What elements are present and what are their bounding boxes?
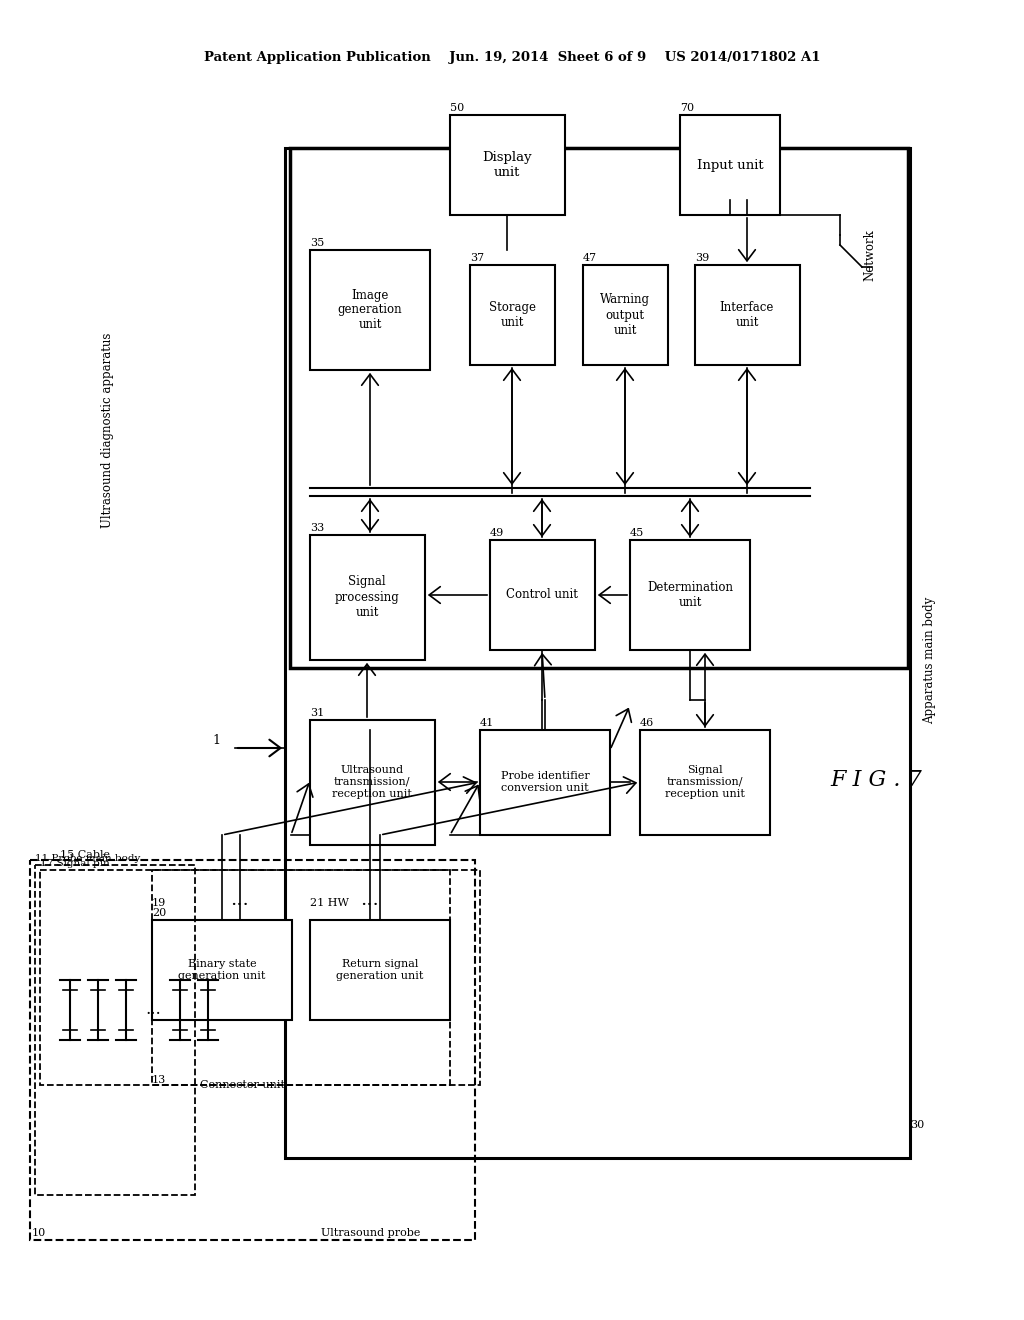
Text: ...: ... [145,1002,161,1019]
Bar [640,730,770,836]
Bar [290,148,908,668]
Text: 1: 1 [212,734,220,747]
Text: Interface
unit: Interface unit [720,301,774,329]
Text: Signal
transmission/
reception unit: Signal transmission/ reception unit [665,766,744,799]
Text: F I G . 7: F I G . 7 [830,770,922,791]
Bar [480,730,610,836]
Text: Network: Network [863,230,877,281]
Bar [152,870,450,1085]
Text: 19: 19 [152,898,166,908]
Text: Ultrasound probe: Ultrasound probe [321,1228,420,1238]
Text: 17 Signal pin: 17 Signal pin [40,859,110,869]
Bar [450,115,565,215]
Text: Connector unit: Connector unit [200,1080,285,1090]
Bar [40,870,480,1085]
Text: Return signal
generation unit: Return signal generation unit [336,960,424,981]
Text: Ultrasound diagnostic apparatus: Ultrasound diagnostic apparatus [101,333,115,528]
Bar [310,719,435,845]
Bar [310,249,430,370]
Text: ...: ... [230,891,250,909]
Text: Binary state
generation unit: Binary state generation unit [178,960,265,981]
Bar [490,540,595,649]
Text: ...: ... [360,891,379,909]
Text: Display
unit: Display unit [482,150,531,180]
Text: 15 Cable: 15 Cable [60,850,110,861]
Bar [310,920,450,1020]
Text: 13: 13 [152,1074,166,1085]
Text: Probe identifier
conversion unit: Probe identifier conversion unit [501,771,590,793]
Text: Warning
output
unit: Warning output unit [600,293,650,337]
Text: 50: 50 [450,103,464,114]
Text: Ultrasound
transmission/
reception unit: Ultrasound transmission/ reception unit [332,766,412,799]
Bar [695,265,800,366]
Text: 39: 39 [695,253,710,263]
Bar [30,861,475,1239]
Text: 35: 35 [310,238,325,248]
Text: Apparatus main body: Apparatus main body [924,597,937,723]
Text: 10: 10 [32,1228,46,1238]
Text: Image
generation
unit: Image generation unit [338,289,402,331]
Bar [285,148,910,1158]
Bar [630,540,750,649]
Text: 20: 20 [152,908,166,917]
Text: 46: 46 [640,718,654,729]
Bar [470,265,555,366]
Bar [310,535,425,660]
Text: Patent Application Publication    Jun. 19, 2014  Sheet 6 of 9    US 2014/0171802: Patent Application Publication Jun. 19, … [204,51,820,65]
Text: Signal
processing
unit: Signal processing unit [335,576,399,619]
Text: 30: 30 [910,1119,925,1130]
Text: 11 Probe main body: 11 Probe main body [35,854,140,863]
Text: 37: 37 [470,253,484,263]
Text: Storage
unit: Storage unit [488,301,536,329]
Bar [680,115,780,215]
Text: Control unit: Control unit [506,589,578,602]
Text: Determination
unit: Determination unit [647,581,733,609]
Bar [152,920,292,1020]
Bar [35,865,195,1195]
Text: Input unit: Input unit [696,158,763,172]
Text: 31: 31 [310,708,325,718]
Text: 45: 45 [630,528,644,539]
Text: 49: 49 [490,528,504,539]
Text: 33: 33 [310,523,325,533]
Text: 21 HW: 21 HW [310,898,349,908]
Text: 47: 47 [583,253,597,263]
Text: 41: 41 [480,718,495,729]
Bar [583,265,668,366]
Text: 70: 70 [680,103,694,114]
